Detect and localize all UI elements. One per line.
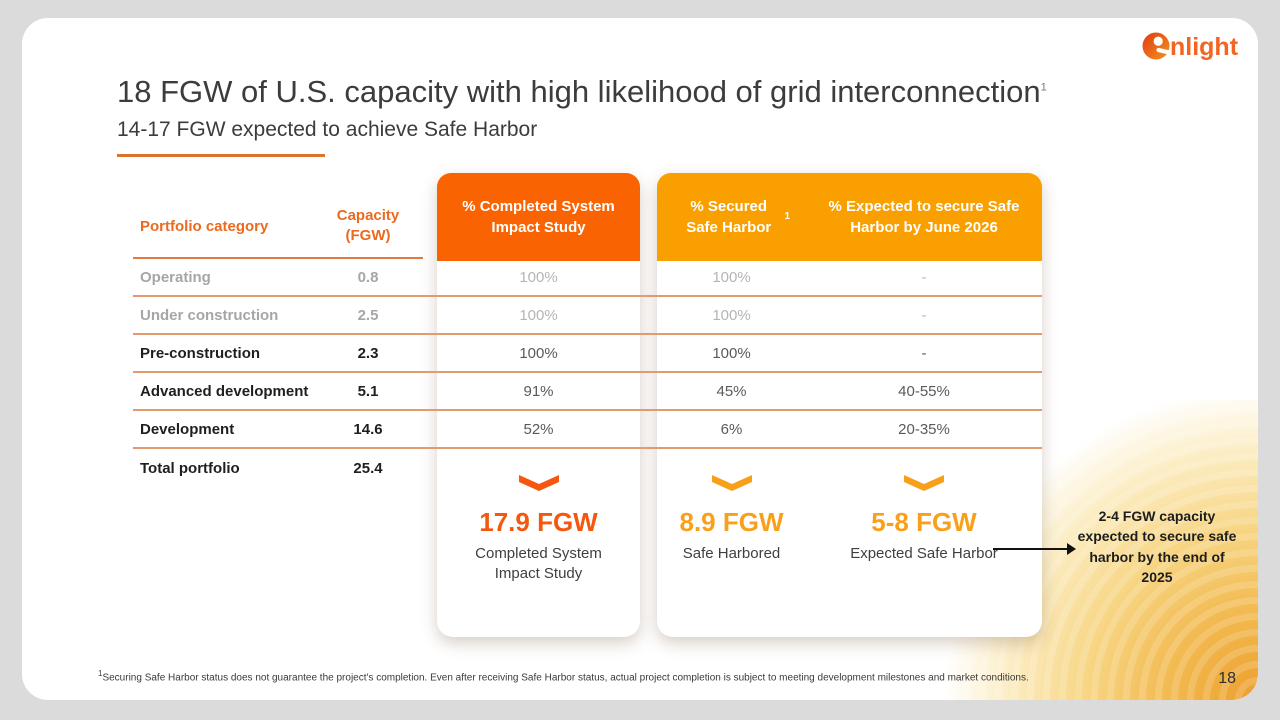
header-capacity-line1: Capacity	[336, 206, 400, 224]
chevron-down-icon	[711, 475, 752, 491]
column-header-ssh: % Secured Safe Harbor 1	[657, 173, 806, 261]
row-capacity: 2.3	[357, 344, 379, 362]
summary-value: 17.9 FGW	[479, 507, 598, 537]
summary-label: Safe Harbored	[682, 545, 781, 562]
logo-text: nlight	[1170, 33, 1239, 61]
summary-label: Expected Safe Harbor	[850, 545, 998, 562]
slide-subtitle: 14-17 FGW expected to achieve Safe Harbo…	[117, 118, 538, 141]
summary-sis: 17.9 FGW Completed System Impact Study	[437, 475, 640, 583]
title-footnote-marker: 1	[1040, 81, 1047, 94]
row-expected: -	[921, 306, 927, 324]
row-expected: 20-35%	[898, 420, 950, 438]
presentation-slide: nlight 18 FGW of U.S. capacity with high…	[22, 18, 1258, 700]
summary-value: 5-8 FGW	[871, 507, 977, 537]
ssh-footnote-marker: 1	[784, 211, 790, 222]
row-category: Operating	[140, 268, 211, 286]
row-sis: 100%	[519, 268, 558, 286]
table-row-advanced-development: Advanced development 5.1 91% 45% 40-55%	[133, 373, 1042, 411]
column-header-sis: % Completed System Impact Study	[437, 173, 640, 261]
footnote-marker: 1	[98, 669, 103, 678]
callout-text: 2-4 FGW capacity expected to secure safe…	[1077, 508, 1237, 585]
summary-safe-harbored: 8.9 FGW Safe Harbored	[657, 475, 806, 564]
row-capacity: 0.8	[357, 268, 379, 286]
footnote: 1Securing Safe Harbor status does not gu…	[98, 668, 1173, 686]
row-ssh: 100%	[712, 306, 751, 324]
ssh-header-text: % Secured Safe Harbor	[686, 198, 772, 236]
table-row-total-portfolio: Total portfolio 25.4	[133, 449, 1042, 487]
summary-label: Completed System Impact Study	[475, 545, 602, 582]
summary-expected-safe-harbor: 5-8 FGW Expected Safe Harbor	[806, 475, 1042, 564]
callout-arrow	[993, 543, 1076, 555]
row-category: Under construction	[140, 306, 279, 324]
row-ssh: 100%	[712, 268, 751, 286]
subtitle-underline	[117, 154, 325, 157]
row-sis: 52%	[523, 420, 554, 438]
row-capacity: 14.6	[353, 420, 383, 438]
row-sis: 100%	[519, 306, 558, 324]
enlight-logo-icon: nlight	[1142, 32, 1239, 61]
row-capacity: 25.4	[353, 459, 383, 477]
slide-title: 18 FGW of U.S. capacity with high likeli…	[117, 74, 1047, 110]
header-portfolio-category: Portfolio category	[140, 217, 269, 235]
slide-title-text: 18 FGW of U.S. capacity with high likeli…	[117, 74, 1041, 109]
row-category: Total portfolio	[140, 459, 240, 477]
table-header-left: Portfolio category Capacity (FGW)	[133, 195, 423, 259]
table-row-development: Development 14.6 52% 6% 20-35%	[133, 411, 1042, 449]
summary-value: 8.9 FGW	[679, 507, 784, 537]
row-expected: -	[921, 344, 927, 362]
table-row-operating: Operating 0.8 100% 100% -	[133, 259, 1042, 297]
chevron-down-icon	[904, 475, 944, 491]
column-header-safe-harbor-group: % Secured Safe Harbor 1 % Expected to sec…	[657, 173, 1042, 261]
row-expected: 40-55%	[898, 382, 950, 400]
table-row-pre-construction: Pre-construction 2.3 100% 100% -	[133, 335, 1042, 373]
row-category: Development	[140, 420, 235, 438]
table-row-under-construction: Under construction 2.5 100% 100% -	[133, 297, 1042, 335]
footnote-text: Securing Safe Harbor status does not gua…	[102, 672, 1029, 684]
row-ssh: 100%	[712, 344, 751, 362]
chevron-down-icon	[518, 475, 559, 491]
row-capacity: 2.5	[357, 306, 379, 324]
row-sis: 91%	[523, 382, 554, 400]
header-capacity: Capacity (FGW)	[313, 206, 423, 247]
row-sis: 100%	[519, 344, 558, 362]
page-number: 18	[1218, 670, 1236, 687]
row-ssh: 6%	[720, 420, 743, 438]
row-category: Advanced development	[140, 382, 309, 400]
column-header-expected: % Expected to secure Safe Harbor by June…	[828, 198, 1020, 236]
row-expected: -	[921, 268, 927, 286]
enlight-logo: nlight	[1140, 25, 1244, 68]
row-category: Pre-construction	[140, 344, 261, 362]
header-capacity-line2: (FGW)	[345, 227, 391, 244]
row-ssh: 45%	[716, 382, 747, 400]
row-capacity: 5.1	[357, 382, 379, 400]
